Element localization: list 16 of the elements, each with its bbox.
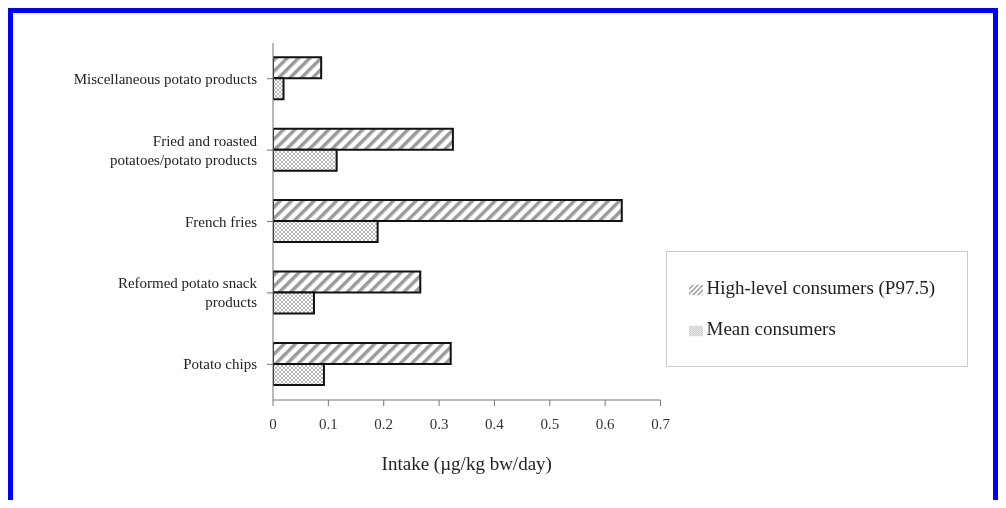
legend-label: Mean consumers <box>706 318 836 339</box>
x-tick-label: 0.3 <box>429 415 449 432</box>
x-tick-label: 0.2 <box>374 415 394 432</box>
x-axis-title: Intake (µg/kg bw/day) <box>381 453 552 475</box>
x-tick-label: 0.4 <box>485 415 505 432</box>
x-tick-label: 0.5 <box>540 415 560 432</box>
y-tick-label: Potato chips <box>183 356 258 373</box>
legend-label: High-level consumers (P97.5) <box>706 277 935 298</box>
y-tick-label: French fries <box>184 213 258 230</box>
y-tick-label: Miscellaneous potato products <box>73 70 258 87</box>
x-tick-label: 0.1 <box>318 415 338 432</box>
y-tick-label: Fried and roasted potatoes/potato products <box>109 132 258 168</box>
x-tick-label: 0.6 <box>595 415 616 432</box>
y-tick-label: Reformed potato snack products <box>117 275 258 311</box>
x-tick-label: 0.7 <box>651 415 671 432</box>
x-tick-label: 0 <box>269 415 277 432</box>
